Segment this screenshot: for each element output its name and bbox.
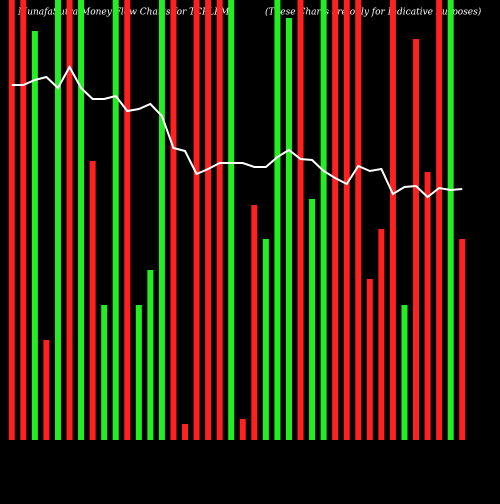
chart-subtitle: (These Charts are only for Indicative Pu…	[265, 7, 482, 18]
bar	[378, 229, 385, 440]
bar	[447, 0, 454, 440]
bar	[31, 31, 38, 440]
bar	[343, 0, 350, 440]
bar	[66, 0, 73, 440]
bar	[332, 0, 339, 440]
bar	[401, 305, 408, 440]
bar	[274, 0, 281, 440]
bar	[182, 424, 189, 440]
bar	[170, 0, 177, 440]
bar	[239, 419, 246, 440]
bar	[320, 0, 327, 440]
bar	[251, 205, 258, 440]
bar	[297, 0, 304, 440]
bar	[135, 305, 142, 440]
bar	[147, 270, 154, 440]
bar	[101, 305, 108, 440]
bar	[366, 279, 373, 440]
bar	[89, 161, 96, 440]
money-flow-line	[11, 64, 463, 199]
chart-title: MunafaSutra Money Flow Charts for TCPLPM	[17, 8, 230, 18]
bar	[124, 0, 131, 440]
bar	[216, 0, 223, 440]
bar	[8, 0, 15, 440]
bar	[158, 0, 165, 440]
bar	[262, 239, 269, 440]
bar	[413, 39, 420, 440]
bar	[205, 0, 212, 440]
bar	[355, 0, 362, 440]
bar	[112, 0, 119, 440]
bar	[285, 18, 292, 440]
bar	[436, 0, 443, 440]
bar	[309, 199, 316, 440]
bar	[20, 0, 27, 440]
bar	[43, 340, 50, 440]
bar	[459, 239, 466, 440]
bar	[54, 0, 61, 440]
bar	[424, 172, 431, 440]
bar	[193, 0, 200, 440]
bar	[228, 0, 235, 440]
bar	[78, 0, 85, 440]
bar	[389, 0, 396, 440]
